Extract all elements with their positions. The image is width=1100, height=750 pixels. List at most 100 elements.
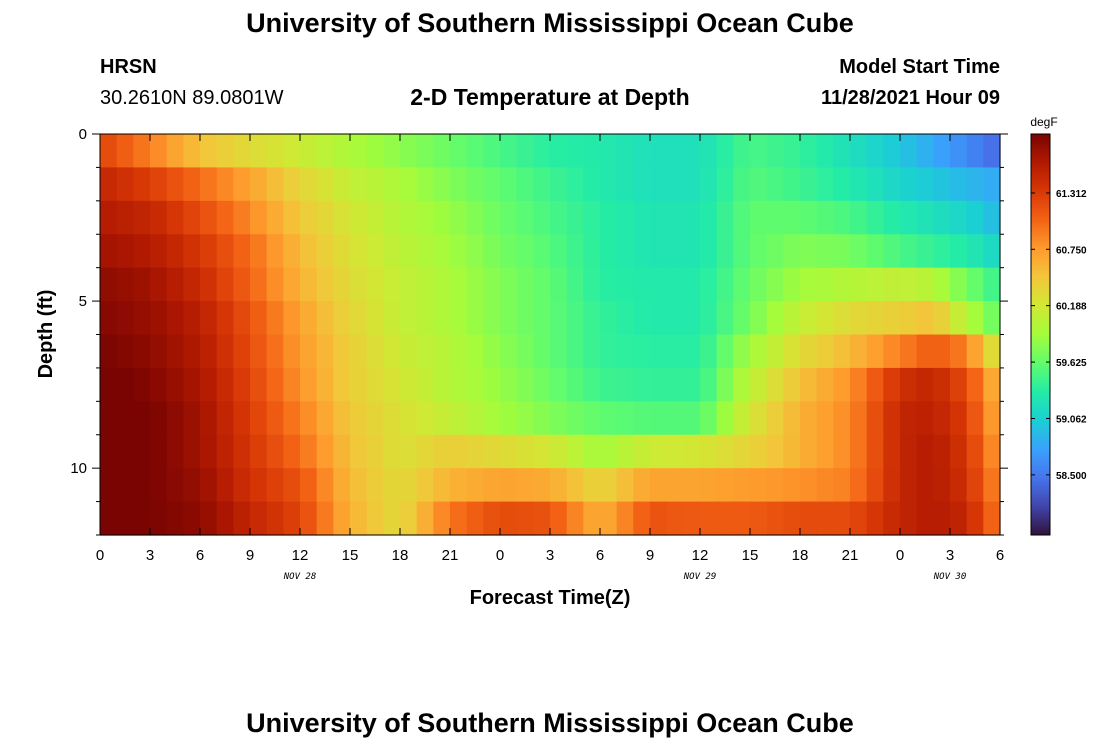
heatmap-cell xyxy=(366,334,384,369)
heatmap-cell xyxy=(883,501,901,536)
heatmap-cell xyxy=(866,134,884,169)
heatmap-cell xyxy=(233,468,251,503)
heatmap-cell xyxy=(600,367,618,402)
heatmap-cell xyxy=(433,301,451,336)
heatmap-cell xyxy=(533,501,551,536)
heatmap-cell xyxy=(416,301,434,336)
heatmap-cell xyxy=(233,234,251,269)
heatmap-cell xyxy=(350,234,368,269)
heatmap-cell xyxy=(333,501,351,536)
heatmap-cell xyxy=(633,401,651,436)
heatmap-cell xyxy=(700,167,718,202)
heatmap-cell xyxy=(216,367,234,402)
heatmap-cell xyxy=(133,167,151,202)
heatmap-cell xyxy=(283,367,301,402)
heatmap-cell xyxy=(633,334,651,369)
heatmap-cell xyxy=(116,434,134,469)
heatmap-cell xyxy=(433,134,451,169)
heatmap-cell xyxy=(283,434,301,469)
heatmap-cell xyxy=(466,167,484,202)
heatmap-cell xyxy=(300,468,318,503)
heatmap-cell xyxy=(166,267,184,302)
heatmap-cell xyxy=(666,501,684,536)
model-start-label: Model Start Time xyxy=(839,56,1000,78)
heatmap-cell xyxy=(266,334,284,369)
heatmap-cell xyxy=(266,234,284,269)
heatmap-cell xyxy=(683,301,701,336)
heatmap-cell xyxy=(383,367,401,402)
heatmap-cell xyxy=(233,401,251,436)
heatmap-cell xyxy=(700,301,718,336)
station-name: HRSN xyxy=(100,56,157,78)
heatmap-cell xyxy=(916,468,934,503)
heatmap-cell xyxy=(183,468,201,503)
heatmap-cell xyxy=(766,468,784,503)
x-tick-label: 9 xyxy=(246,547,254,564)
heatmap-cell xyxy=(966,501,984,536)
heatmap-cell xyxy=(533,401,551,436)
heatmap-cell xyxy=(950,167,968,202)
heatmap-cell xyxy=(216,134,234,169)
heatmap-cell xyxy=(100,167,118,202)
heatmap-cell xyxy=(933,434,951,469)
heatmap-cell xyxy=(950,468,968,503)
heatmap-cell xyxy=(116,200,134,235)
heatmap-cell xyxy=(833,334,851,369)
heatmap-cell xyxy=(433,434,451,469)
heatmap-cell xyxy=(700,401,718,436)
heatmap-cell xyxy=(550,167,568,202)
heatmap-cell xyxy=(616,401,634,436)
heatmap-cell xyxy=(183,134,201,169)
heatmap-cell xyxy=(216,301,234,336)
heatmap-cell xyxy=(216,200,234,235)
heatmap-cell xyxy=(266,167,284,202)
heatmap-cell xyxy=(866,301,884,336)
x-tick-label: 0 xyxy=(496,547,504,564)
heatmap-cell xyxy=(466,434,484,469)
heatmap-cell xyxy=(983,167,1001,202)
heatmap-cell xyxy=(233,200,251,235)
heatmap-cell xyxy=(783,301,801,336)
x-tick-label: 21 xyxy=(442,547,459,564)
heatmap-cell xyxy=(883,301,901,336)
heatmap-cell xyxy=(933,367,951,402)
heatmap-cell xyxy=(183,267,201,302)
heatmap-cell xyxy=(816,434,834,469)
heatmap-cell xyxy=(916,267,934,302)
heatmap-cell xyxy=(450,434,468,469)
heatmap-cell xyxy=(750,200,768,235)
heatmap-cell xyxy=(300,134,318,169)
heatmap-cell xyxy=(366,301,384,336)
heatmap-cell xyxy=(500,401,518,436)
heatmap-cell xyxy=(300,334,318,369)
heatmap-cell xyxy=(783,200,801,235)
heatmap-cell xyxy=(500,301,518,336)
heatmap-cell xyxy=(300,267,318,302)
heatmap-cell xyxy=(483,167,501,202)
heatmap-cell xyxy=(283,468,301,503)
heatmap-cell xyxy=(950,367,968,402)
heatmap-cell xyxy=(250,434,268,469)
heatmap-cell xyxy=(816,468,834,503)
heatmap-cell xyxy=(383,334,401,369)
heatmap-cell xyxy=(366,367,384,402)
heatmap-cell xyxy=(166,167,184,202)
heatmap-cell xyxy=(400,267,418,302)
heatmap-cell xyxy=(883,234,901,269)
heatmap-cell xyxy=(900,401,918,436)
heatmap-cell xyxy=(950,301,968,336)
heatmap-cell xyxy=(616,434,634,469)
heatmap-cell xyxy=(916,501,934,536)
heatmap-cell xyxy=(666,367,684,402)
heatmap-cell xyxy=(600,401,618,436)
heatmap-cell xyxy=(433,401,451,436)
heatmap-cell xyxy=(883,200,901,235)
heatmap-cell xyxy=(550,134,568,169)
heatmap-cell xyxy=(733,234,751,269)
heatmap-cell xyxy=(150,401,168,436)
heatmap-cell xyxy=(866,267,884,302)
heatmap-cell xyxy=(150,234,168,269)
heatmap-cell xyxy=(133,234,151,269)
heatmap-cell xyxy=(416,367,434,402)
heatmap-cell xyxy=(116,334,134,369)
